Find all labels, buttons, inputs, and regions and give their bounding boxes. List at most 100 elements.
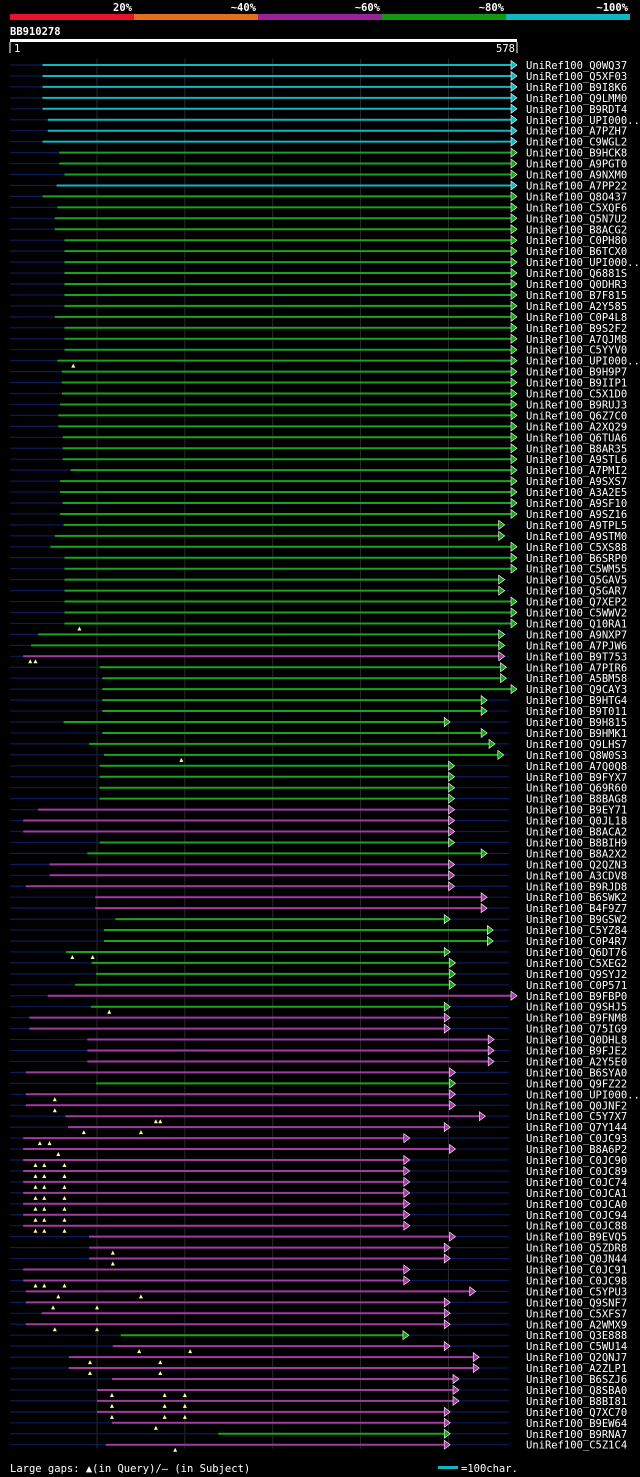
hit-label[interactable]: UniRef100_A7PZH7 — [526, 126, 627, 138]
hit-label[interactable]: UniRef100_B6SZJ6 — [526, 1374, 627, 1386]
hit-label[interactable]: UniRef100_Q6TUA6 — [526, 432, 627, 444]
hit-label[interactable]: UniRef100_C5XQF6 — [526, 202, 627, 214]
hit-label[interactable]: UniRef100_B8ACA2 — [526, 827, 627, 839]
hit-label[interactable]: UniRef100_A2ZLP1 — [526, 1363, 627, 1375]
hit-label[interactable]: UniRef100_UPI000.. — [526, 257, 640, 269]
hit-label[interactable]: UniRef100_Q8SBA0 — [526, 1385, 627, 1397]
hit-label[interactable]: UniRef100_A9NXM0 — [526, 170, 627, 182]
hit-label[interactable]: UniRef100_B6SYA0 — [526, 1067, 627, 1079]
hit-label[interactable]: UniRef100_Q3E888 — [526, 1330, 627, 1342]
hit-label[interactable]: UniRef100_UPI000.. — [526, 356, 640, 368]
hit-label[interactable]: UniRef100_Q75IG9 — [526, 1024, 627, 1036]
hit-label[interactable]: UniRef100_C0PH80 — [526, 235, 627, 247]
hit-label[interactable]: UniRef100_Q0DHL8 — [526, 1035, 627, 1047]
hit-label[interactable]: UniRef100_B9S2F2 — [526, 323, 627, 335]
hit-label[interactable]: UniRef100_B6SWK2 — [526, 892, 627, 904]
hit-label[interactable]: UniRef100_B9EW64 — [526, 1418, 627, 1430]
hit-label[interactable]: UniRef100_C0JC74 — [526, 1177, 627, 1189]
hit-label[interactable]: UniRef100_A7QJM8 — [526, 334, 627, 346]
hit-label[interactable]: UniRef100_A7Q0Q8 — [526, 761, 627, 773]
hit-label[interactable]: UniRef100_Q7Y144 — [526, 1122, 627, 1134]
hit-label[interactable]: UniRef100_A9STM0 — [526, 531, 627, 543]
hit-label[interactable]: UniRef100_B9GSW2 — [526, 914, 627, 926]
hit-label[interactable]: UniRef100_C0JC89 — [526, 1166, 627, 1178]
hit-label[interactable]: UniRef100_B9H9P7 — [526, 367, 627, 379]
hit-label[interactable]: UniRef100_A5BM58 — [526, 673, 627, 685]
hit-label[interactable]: UniRef100_C0JC98 — [526, 1275, 627, 1287]
hit-label[interactable]: UniRef100_Q9CAY3 — [526, 684, 627, 696]
hit-label[interactable]: UniRef100_C5YPU3 — [526, 1286, 627, 1298]
hit-label[interactable]: UniRef100_B9FNM8 — [526, 1013, 627, 1025]
hit-label[interactable]: UniRef100_B7F815 — [526, 290, 627, 302]
hit-label[interactable]: UniRef100_Q5N7U2 — [526, 213, 627, 225]
hit-label[interactable]: UniRef100_C0JC90 — [526, 1155, 627, 1167]
hit-label[interactable]: UniRef100_C9WGL2 — [526, 137, 627, 149]
hit-label[interactable]: UniRef100_A2Y585 — [526, 301, 627, 313]
hit-label[interactable]: UniRef100_C5WWV2 — [526, 608, 627, 620]
hit-label[interactable]: UniRef100_Q10RA1 — [526, 618, 627, 630]
hit-label[interactable]: UniRef100_C0P4R7 — [526, 936, 627, 948]
hit-label[interactable]: UniRef100_C0JC91 — [526, 1265, 627, 1277]
hit-label[interactable]: UniRef100_Q8O437 — [526, 191, 627, 203]
hit-label[interactable]: UniRef100_B9T753 — [526, 651, 627, 663]
hit-label[interactable]: UniRef100_Q2QNJ7 — [526, 1352, 627, 1364]
hit-label[interactable]: UniRef100_B9IIP1 — [526, 378, 627, 390]
hit-label[interactable]: UniRef100_Q8W0S3 — [526, 750, 627, 762]
hit-label[interactable]: UniRef100_A7PJW6 — [526, 640, 627, 652]
hit-label[interactable]: UniRef100_C5XEG2 — [526, 958, 627, 970]
hit-label[interactable]: UniRef100_A9STL6 — [526, 454, 627, 466]
hit-label[interactable]: UniRef100_B9FJE2 — [526, 1046, 627, 1058]
hit-label[interactable]: UniRef100_B9EY71 — [526, 805, 627, 817]
hit-label[interactable]: UniRef100_B8AR35 — [526, 443, 627, 455]
hit-label[interactable]: UniRef100_Q5XF03 — [526, 71, 627, 83]
hit-label[interactable]: UniRef100_C0JC94 — [526, 1210, 627, 1222]
hit-label[interactable]: UniRef100_C5Z1C4 — [526, 1440, 627, 1452]
hit-label[interactable]: UniRef100_Q9FZ22 — [526, 1078, 627, 1090]
hit-label[interactable]: UniRef100_C5YZ84 — [526, 925, 627, 937]
hit-label[interactable]: UniRef100_A7PMI2 — [526, 465, 627, 477]
hit-label[interactable]: UniRef100_Q5GAV5 — [526, 575, 627, 587]
hit-label[interactable]: UniRef100_B9FYX7 — [526, 772, 627, 784]
hit-label[interactable]: UniRef100_Q9SYJ2 — [526, 969, 627, 981]
hit-label[interactable]: UniRef100_A9SF10 — [526, 498, 627, 510]
hit-label[interactable]: UniRef100_C5WM55 — [526, 564, 627, 576]
hit-label[interactable]: UniRef100_B6SRP0 — [526, 553, 627, 565]
hit-label[interactable]: UniRef100_B9EVQ5 — [526, 1232, 627, 1244]
hit-label[interactable]: UniRef100_A2WMX9 — [526, 1319, 627, 1331]
hit-label[interactable]: UniRef100_B8BI81 — [526, 1396, 627, 1408]
hit-label[interactable]: UniRef100_Q5GAR7 — [526, 586, 627, 598]
hit-label[interactable]: UniRef100_B9HCK8 — [526, 148, 627, 160]
hit-label[interactable]: UniRef100_Q7XC70 — [526, 1407, 627, 1419]
hit-label[interactable]: UniRef100_B8ACG2 — [526, 224, 627, 236]
hit-label[interactable]: UniRef100_C5YYV0 — [526, 345, 627, 357]
hit-label[interactable]: UniRef100_C0JC88 — [526, 1221, 627, 1233]
hit-label[interactable]: UniRef100_Q5ZDR8 — [526, 1243, 627, 1255]
hit-label[interactable]: UniRef100_UPI000.. — [526, 115, 640, 127]
hit-label[interactable]: UniRef100_A2Y5E0 — [526, 1056, 627, 1068]
hit-label[interactable]: UniRef100_B9RDT4 — [526, 104, 627, 116]
hit-label[interactable]: UniRef100_A7PP22 — [526, 180, 627, 192]
hit-label[interactable]: UniRef100_Q0DHR3 — [526, 279, 627, 291]
hit-label[interactable]: UniRef100_Q9SNF7 — [526, 1297, 627, 1309]
hit-label[interactable]: UniRef100_Q9SHJ5 — [526, 1002, 627, 1014]
hit-label[interactable]: UniRef100_Q7XEP2 — [526, 597, 627, 609]
hit-label[interactable]: UniRef100_C5Y7X7 — [526, 1111, 627, 1123]
hit-label[interactable]: UniRef100_B8BAG8 — [526, 794, 627, 806]
hit-label[interactable]: UniRef100_A9TPL5 — [526, 520, 627, 532]
hit-label[interactable]: UniRef100_B9I8K6 — [526, 82, 627, 94]
hit-label[interactable]: UniRef100_A9SZ16 — [526, 509, 627, 521]
hit-label[interactable]: UniRef100_B9RNA7 — [526, 1429, 627, 1441]
hit-label[interactable]: UniRef100_Q6DT76 — [526, 947, 627, 959]
hit-label[interactable]: UniRef100_C0P571 — [526, 980, 627, 992]
hit-label[interactable]: UniRef100_B9T011 — [526, 706, 627, 718]
hit-label[interactable]: UniRef100_Q2QZN3 — [526, 859, 627, 871]
hit-label[interactable]: UniRef100_B6TCX0 — [526, 246, 627, 258]
hit-label[interactable]: UniRef100_Q69R60 — [526, 783, 627, 795]
hit-label[interactable]: UniRef100_Q0WQ37 — [526, 60, 627, 72]
hit-label[interactable]: UniRef100_B9RJD8 — [526, 881, 627, 893]
hit-label[interactable]: UniRef100_C0JCA1 — [526, 1188, 627, 1200]
hit-label[interactable]: UniRef100_B4F9Z7 — [526, 903, 627, 915]
hit-label[interactable]: UniRef100_Q6Z7C0 — [526, 410, 627, 422]
hit-label[interactable]: UniRef100_B9HMK1 — [526, 728, 627, 740]
hit-label[interactable]: UniRef100_Q6881S — [526, 268, 627, 280]
